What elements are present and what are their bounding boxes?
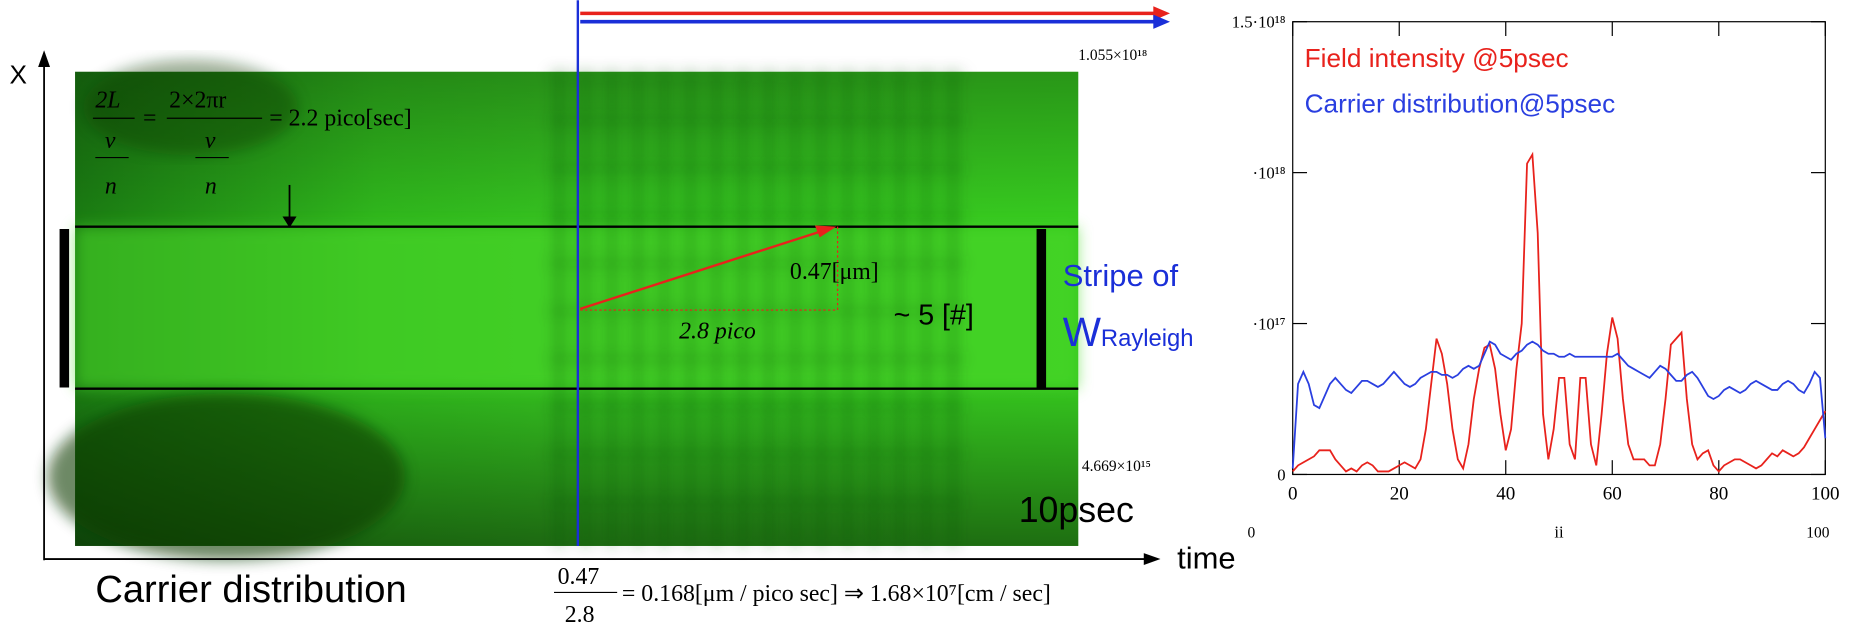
x-tick-label: 0 [1288, 483, 1298, 504]
time-span-label: 2.8 pico [679, 319, 756, 345]
heatmap [47, 59, 1079, 561]
eq-term: = 0.168[μm / pico sec] ⇒ 1.68×10⁷[cm / s… [622, 581, 1051, 607]
x-tick-label: 100 [1811, 483, 1840, 504]
width-label: 0.47[μm] [790, 259, 879, 285]
eq-term: v [205, 128, 216, 154]
x-tick-label: 60 [1603, 483, 1622, 504]
eq-term: 2L [95, 87, 120, 113]
w-symbol: W [1063, 309, 1102, 355]
axes [38, 50, 1161, 566]
series-line [1291, 340, 1827, 469]
stripe-of: Stripe of [1063, 258, 1179, 293]
eq-term: 2.8 [565, 602, 595, 628]
x-tick-label: 40 [1496, 483, 1515, 504]
y-tick-label: 0 [1277, 465, 1285, 484]
legend-entry: Carrier distribution@5psec [1305, 88, 1616, 118]
y-tick-label: ·10¹⁸ [1253, 164, 1286, 183]
time-label: time [1177, 541, 1236, 576]
x-tick-label: 20 [1390, 483, 1409, 504]
caption: Carrier distribution [95, 568, 406, 611]
colorbar-min: 4.669×10¹⁵ [1082, 458, 1151, 475]
stripe-count: ~ 5 [#] [894, 299, 974, 331]
eq-term: n [205, 173, 217, 199]
y-tick-label: 1.5·10¹⁸ [1232, 13, 1286, 32]
eq-term: v [105, 128, 116, 154]
x-limit-label: 100 [1806, 525, 1829, 542]
velocity-equation: 0.47 2.8 = 0.168[μm / pico sec] ⇒ 1.68×1… [554, 564, 1051, 628]
period-equation: 2L v n = 2×2πr v n = 2.2 pico[sec] [92, 87, 412, 199]
x-axis-title: ii [1554, 523, 1564, 542]
eq-term: = [143, 105, 156, 131]
x-axis-label: X [10, 60, 27, 90]
x-limit-label: 0 [1247, 525, 1255, 542]
legend-entry: Field intensity @5psec [1305, 43, 1569, 73]
snapshot-time: 10psec [1019, 490, 1134, 530]
eq-term: 0.47 [558, 564, 600, 590]
plot-frame [1292, 21, 1826, 476]
line-chart: 0 ·10¹⁷ ·10¹⁸ 1.5·10¹⁸ 0 20 40 60 80 100 0 100 ii Fie… [1232, 13, 1840, 542]
y-tick-label: ·10¹⁷ [1253, 315, 1286, 334]
colorbar-max: 1.055×10¹⁸ [1078, 47, 1147, 64]
x-tick-label: 80 [1709, 483, 1728, 504]
eq-term: 2×2πr [169, 87, 226, 113]
eq-term: n [105, 173, 117, 199]
eq-term: = 2.2 pico[sec] [269, 105, 411, 131]
series-line [1292, 151, 1827, 473]
time-marker [576, 0, 1171, 546]
w-subscript: Rayleigh [1101, 325, 1194, 352]
